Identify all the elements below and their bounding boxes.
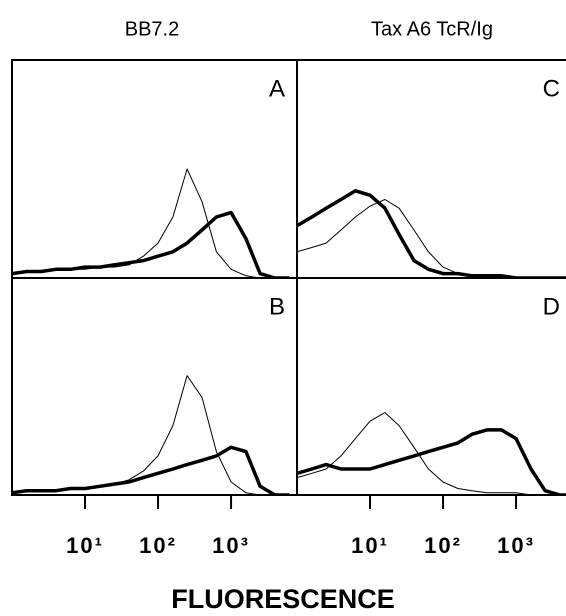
histogram-line [12, 168, 290, 278]
panel-letter: A [269, 75, 285, 102]
x-tick-label: 10³ [497, 533, 535, 558]
x-tick-label: 10³ [212, 533, 250, 558]
histogram-line [297, 412, 566, 495]
column-title: BB7.2 [125, 18, 179, 40]
panel-frame [11, 277, 298, 496]
x-axis-label: FLUORESCENCE [171, 584, 395, 614]
histogram-line [297, 199, 566, 278]
column-title: Tax A6 TcR/Ig [371, 18, 493, 40]
x-tick-label: 10² [139, 533, 177, 558]
x-tick-label: 10¹ [351, 533, 389, 558]
histogram-line [297, 428, 566, 495]
x-tick-label: 10² [424, 533, 462, 558]
panel-letter: C [543, 75, 560, 102]
histogram-line [297, 189, 566, 278]
panel-frame [296, 277, 566, 496]
panel-letter: D [543, 293, 560, 320]
x-tick-label: 10¹ [66, 533, 104, 558]
panel-letter: B [269, 293, 285, 320]
histogram-line [12, 210, 290, 278]
panel-frame [296, 59, 566, 279]
panel-frame [11, 59, 298, 279]
histogram-line [12, 445, 290, 495]
